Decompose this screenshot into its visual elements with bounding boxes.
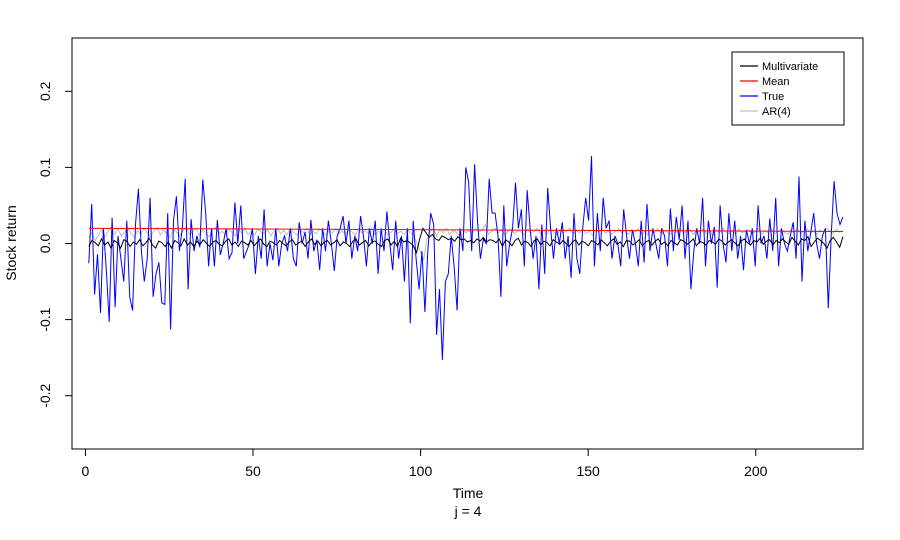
x-axis: 0 50 100 150 200: [82, 448, 768, 479]
legend-label-ar-4: AR(4): [762, 106, 791, 118]
x-tick-label: 0: [82, 463, 90, 479]
legend-box: [731, 51, 845, 126]
y-tick-label: -0.1: [37, 307, 53, 331]
y-axis-title: Stock return: [3, 205, 19, 280]
y-tick-label: -0.2: [37, 383, 53, 407]
y-axis: -0.2 -0.1 0.0 0.1 0.2: [37, 81, 73, 408]
series-line-mean: [88, 227, 843, 232]
x-tick-label: 50: [245, 463, 261, 479]
x-tick-label: 150: [576, 463, 600, 479]
x-axis-sublabel: j = 4: [454, 503, 482, 519]
legend: Multivariate Mean True AR(4): [731, 51, 845, 126]
y-tick-label: 0.0: [37, 234, 53, 254]
x-axis-title: Time: [453, 485, 484, 501]
legend-label-multivariate: Multivariate: [762, 61, 818, 73]
legend-label-true: True: [762, 91, 784, 103]
series-line-true: [88, 155, 844, 360]
legend-label-mean: Mean: [762, 76, 790, 88]
series-line-multivariate: [88, 227, 844, 255]
y-tick-label: 0.2: [37, 81, 53, 101]
x-tick-label: 200: [744, 463, 768, 479]
series-layer: [88, 155, 844, 360]
y-tick-label: 0.1: [37, 157, 53, 177]
x-tick-label: 100: [409, 463, 433, 479]
